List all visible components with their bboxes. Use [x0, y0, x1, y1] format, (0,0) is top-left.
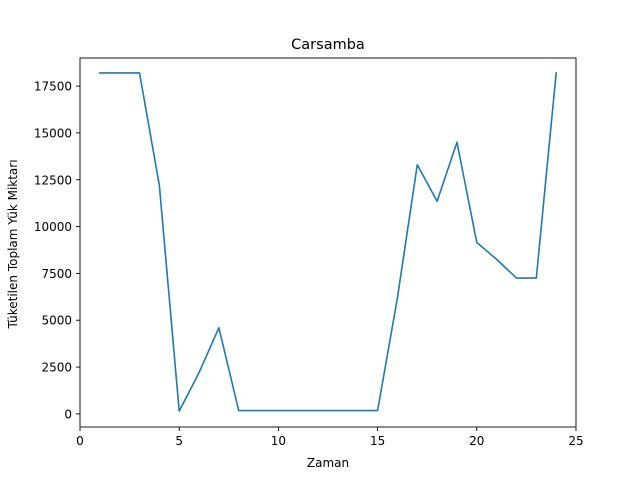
y-tick-label: 5000: [41, 314, 72, 328]
y-tick-label: 10000: [34, 220, 72, 234]
x-tick-label: 0: [76, 434, 84, 448]
y-axis-label: Tüketilen Toplam Yük Miktarı: [6, 159, 20, 329]
y-tick-label: 2500: [41, 361, 72, 375]
y-tick-label: 17500: [34, 80, 72, 94]
x-tick-label: 10: [271, 434, 286, 448]
y-tick-label: 0: [64, 407, 72, 421]
x-tick-label: 25: [568, 434, 583, 448]
x-axis-label: Zaman: [307, 456, 349, 470]
y-tick-label: 7500: [41, 267, 72, 281]
x-tick-label: 20: [469, 434, 484, 448]
x-tick-label: 5: [175, 434, 183, 448]
plot-frame: [79, 57, 577, 428]
series-line-0: [99, 72, 558, 412]
y-tick-label: 12500: [34, 173, 72, 187]
y-tick-label: 15000: [34, 126, 72, 140]
plot-area: 0 5 10 15 20 25 0 2500 5000 7500 10000 12500 15000 17…: [34, 57, 584, 448]
chart-title: Carsamba: [291, 37, 365, 53]
x-tick-label: 15: [370, 434, 385, 448]
